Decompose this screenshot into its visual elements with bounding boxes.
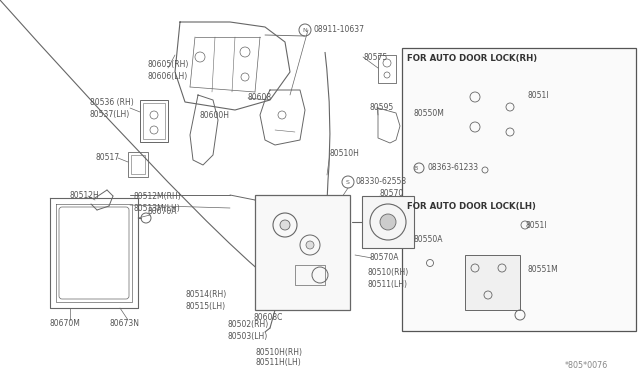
- Bar: [143, 103, 165, 139]
- Text: 80605(RH): 80605(RH): [148, 61, 189, 70]
- Text: 80512M(RH): 80512M(RH): [133, 192, 180, 202]
- Text: 80550A: 80550A: [413, 235, 442, 244]
- Text: N: N: [303, 28, 307, 32]
- Bar: [131, 155, 145, 174]
- Text: FOR AUTO DOOR LOCK(RH): FOR AUTO DOOR LOCK(RH): [407, 55, 537, 64]
- Text: 8051I: 8051I: [527, 90, 548, 99]
- Text: 80550M: 80550M: [413, 109, 444, 118]
- Text: FOR AUTO DOOR LOCK(LH): FOR AUTO DOOR LOCK(LH): [407, 202, 536, 211]
- Text: 80510H: 80510H: [330, 148, 360, 157]
- Text: 80511H(LH): 80511H(LH): [255, 359, 301, 368]
- Text: 80670A: 80670A: [148, 208, 177, 217]
- Text: 80515(LH): 80515(LH): [185, 302, 225, 311]
- Text: S: S: [346, 180, 350, 185]
- Bar: [140, 100, 168, 142]
- Circle shape: [280, 220, 290, 230]
- Text: 8051I: 8051I: [525, 221, 547, 230]
- Text: 08330-62558: 08330-62558: [356, 177, 407, 186]
- Text: 80510(RH): 80510(RH): [368, 267, 409, 276]
- Text: 80537(LH): 80537(LH): [90, 110, 131, 119]
- Text: 80575: 80575: [363, 52, 387, 61]
- Text: 80673N: 80673N: [110, 318, 140, 327]
- Text: 80511(LH): 80511(LH): [368, 279, 408, 289]
- Text: 80606(LH): 80606(LH): [148, 71, 188, 80]
- Text: 80570: 80570: [380, 189, 404, 199]
- Text: 80608C: 80608C: [253, 312, 282, 321]
- Text: 80514(RH): 80514(RH): [185, 291, 227, 299]
- Bar: [465, 255, 520, 310]
- Text: 08911-10637: 08911-10637: [313, 26, 364, 35]
- Text: 80608: 80608: [248, 93, 272, 103]
- Text: 80551M: 80551M: [528, 266, 559, 275]
- Text: 80510H(RH): 80510H(RH): [255, 347, 302, 356]
- Bar: [255, 195, 350, 310]
- Circle shape: [380, 214, 396, 230]
- Text: 80513M(LH): 80513M(LH): [133, 205, 180, 214]
- Text: *805*0076: *805*0076: [565, 360, 608, 369]
- Bar: [402, 48, 636, 331]
- Text: 08363-61233: 08363-61233: [427, 164, 478, 173]
- Text: 80517: 80517: [95, 153, 119, 161]
- Text: 80600H: 80600H: [199, 110, 229, 119]
- Text: 80512H: 80512H: [70, 190, 100, 199]
- Bar: [362, 196, 414, 248]
- Text: B: B: [413, 166, 417, 170]
- Text: 80536 (RH): 80536 (RH): [90, 99, 134, 108]
- Text: 80502(RH): 80502(RH): [228, 321, 269, 330]
- Text: 80595: 80595: [370, 103, 394, 112]
- Bar: [128, 152, 148, 177]
- Bar: [295, 265, 325, 285]
- Text: 80503(LH): 80503(LH): [228, 333, 268, 341]
- Circle shape: [306, 241, 314, 249]
- Text: 80670M: 80670M: [50, 318, 81, 327]
- Text: 80570A: 80570A: [370, 253, 399, 263]
